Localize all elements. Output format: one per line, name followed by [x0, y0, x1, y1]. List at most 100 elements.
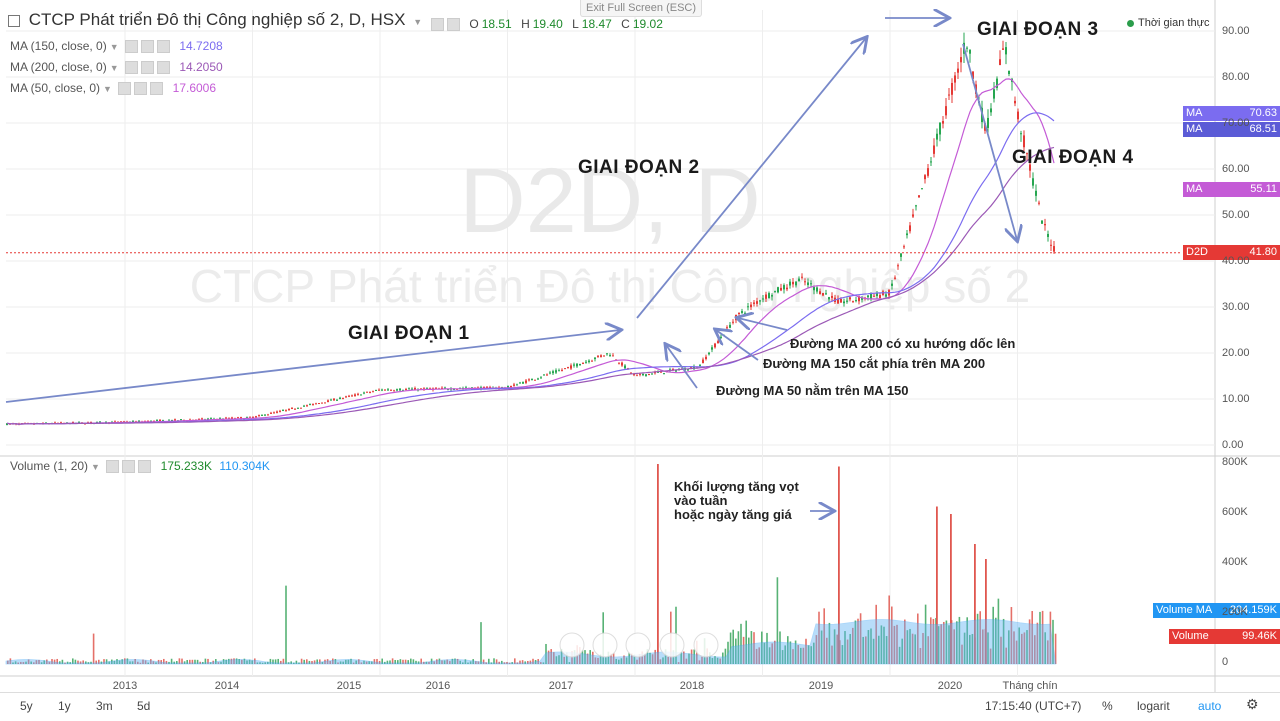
candle-body	[729, 324, 731, 328]
range-5d-button[interactable]: 5d	[137, 699, 151, 713]
percent-toggle[interactable]: %	[1102, 699, 1113, 713]
chevron-down-icon[interactable]: ▼	[109, 63, 119, 73]
log-toggle[interactable]: logarit	[1137, 699, 1170, 713]
settings-icon[interactable]	[140, 40, 154, 54]
settings-icon[interactable]	[447, 18, 460, 32]
volume-bar	[373, 659, 376, 664]
y-tick: 70.00	[1222, 117, 1250, 129]
volume-bar	[594, 657, 597, 664]
candle-body	[309, 404, 311, 406]
close-icon[interactable]	[138, 460, 152, 474]
candle-body	[342, 397, 344, 399]
volume-bar	[763, 642, 766, 664]
eye-icon[interactable]	[431, 18, 444, 32]
volume-bar	[987, 632, 989, 664]
volume-bar	[207, 658, 209, 664]
settings-icon[interactable]	[140, 61, 154, 75]
gear-icon[interactable]: ⚙	[1246, 696, 1259, 712]
volume-bar	[397, 660, 399, 664]
volume-bar	[833, 629, 836, 664]
exit-fullscreen-button[interactable]: Exit Full Screen (ESC)	[580, 0, 702, 17]
ohlc-c-value: 19.02	[632, 17, 663, 31]
y-tick: 30.00	[1222, 301, 1250, 313]
volume-bar	[930, 617, 932, 664]
eye-icon[interactable]	[118, 82, 132, 96]
volume-bar	[924, 604, 927, 664]
volume-bar	[243, 658, 246, 664]
volume-bar	[358, 659, 360, 664]
chevron-down-icon[interactable]: ▼	[103, 84, 112, 94]
volume-bar	[750, 631, 753, 664]
volume-bar	[792, 649, 794, 664]
ohlc-h-key: H	[521, 17, 530, 31]
candle-body	[162, 419, 164, 421]
volume-bar	[654, 649, 656, 664]
indicator-label: MA (50, close, 0)	[10, 81, 101, 95]
indicator-ma50[interactable]: MA (50, close, 0) ▼ 17.6006	[10, 81, 217, 96]
candle-body	[786, 287, 788, 290]
volume-bar	[272, 659, 274, 664]
symbol-header[interactable]: CTCP Phát triển Đô thị Công nghiệp số 2,…	[8, 10, 422, 30]
auto-toggle[interactable]: auto	[1198, 699, 1222, 713]
candle-body	[120, 421, 122, 423]
eye-icon[interactable]	[124, 40, 138, 54]
candle-body	[231, 417, 233, 419]
candle-body	[507, 386, 509, 388]
close-icon[interactable]	[156, 61, 170, 75]
volume-bar	[230, 658, 233, 664]
volume-bar	[477, 661, 480, 664]
volume-bar	[711, 657, 714, 664]
eye-icon[interactable]	[106, 460, 120, 474]
indicator-label: MA (150, close, 0)	[10, 39, 107, 53]
volume-bar	[714, 656, 716, 664]
volume-bar	[241, 659, 243, 664]
volume-indicator-header[interactable]: Volume (1, 20) ▼ 175.233K 110.304K	[10, 459, 270, 474]
volume-bar	[963, 632, 966, 664]
candle-body	[636, 374, 638, 376]
volume-bar	[316, 659, 318, 664]
volume-value: 175.233K	[160, 459, 213, 473]
candle-body	[351, 395, 353, 397]
candle-body	[519, 382, 521, 384]
volume-bar	[586, 653, 589, 664]
y-tick: 60.00	[1222, 163, 1250, 175]
volume-bar	[108, 661, 110, 664]
volume-bar	[558, 655, 560, 664]
stage2-arrow	[636, 38, 866, 319]
range-5y-button[interactable]: 5y	[20, 699, 33, 713]
close-icon[interactable]	[156, 40, 170, 54]
eye-icon[interactable]	[124, 61, 138, 75]
volume-bar	[519, 660, 521, 664]
volume-bar	[267, 661, 269, 664]
volume-note-line2: vào tuần	[674, 493, 728, 508]
volume-bar	[815, 635, 818, 664]
volume-spike-bar	[838, 466, 840, 664]
candle-body	[957, 68, 959, 73]
indicator-ma200[interactable]: MA (200, close, 0) ▼ 14.2050	[10, 60, 223, 75]
collapse-icon[interactable]	[8, 14, 20, 27]
volume-bar	[186, 660, 188, 664]
close-icon[interactable]	[150, 82, 164, 96]
chevron-down-icon[interactable]: ▼	[109, 42, 119, 52]
volume-bar	[56, 658, 58, 664]
chevron-down-icon[interactable]: ▼	[413, 17, 423, 27]
volume-bar	[303, 659, 305, 664]
volume-bar	[813, 642, 815, 664]
volume-bar	[823, 608, 825, 664]
chevron-down-icon[interactable]: ▼	[91, 462, 100, 472]
volume-bar	[124, 658, 126, 664]
volume-bar	[919, 647, 922, 664]
volume-bar	[555, 656, 558, 664]
range-1y-button[interactable]: 1y	[58, 699, 71, 713]
settings-icon[interactable]	[134, 82, 148, 96]
candle-body	[783, 285, 785, 290]
volume-bar	[636, 659, 638, 664]
range-3m-button[interactable]: 3m	[96, 699, 113, 713]
candle-body	[1053, 246, 1055, 252]
indicator-ma150[interactable]: MA (150, close, 0) ▼ 14.7208	[10, 39, 223, 54]
settings-icon[interactable]	[122, 460, 136, 474]
candle-body	[876, 292, 878, 296]
indicator-value: 17.6006	[172, 81, 217, 95]
candle-body	[372, 391, 374, 393]
